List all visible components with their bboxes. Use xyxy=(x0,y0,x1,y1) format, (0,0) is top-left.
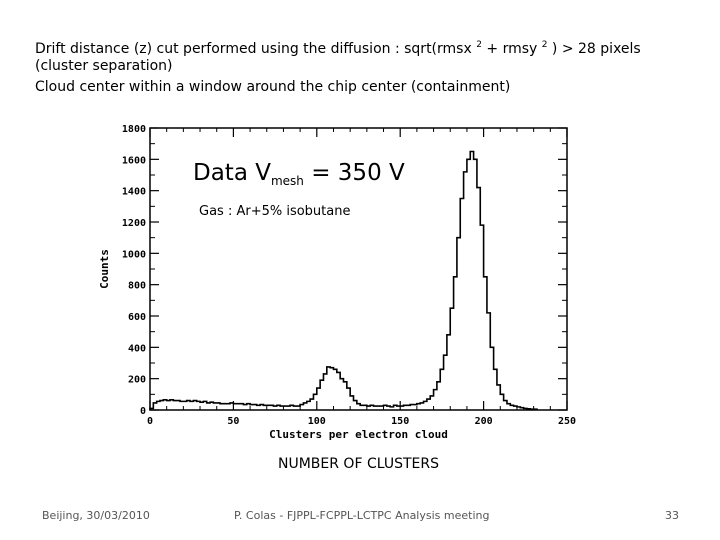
y-tick-label: 200 xyxy=(128,375,146,386)
subtitle-cut-line-3: Cloud center within a window around the … xyxy=(35,79,511,95)
footer-page-number: 33 xyxy=(665,509,679,522)
x-tick-label: 250 xyxy=(558,416,576,427)
y-tick: 1000 xyxy=(122,237,567,260)
x-tick-label: 100 xyxy=(308,416,326,427)
y-tick-label: 1400 xyxy=(122,187,146,198)
subtitle-cut-line-2: (cluster separation) xyxy=(35,58,173,74)
x-tick-label: 0 xyxy=(147,416,153,427)
plot-frame xyxy=(149,127,568,411)
annotation-data-vmesh: Data Vmesh = 350 V xyxy=(193,160,405,188)
footer-presenter-meeting: P. Colas - FJPPL-FCPPL-LCTPC Analysis me… xyxy=(234,509,490,522)
x-tick-label: 150 xyxy=(391,416,409,427)
y-tick-label: 0 xyxy=(140,406,146,417)
y-tick: 600 xyxy=(128,299,567,323)
y-tick: 400 xyxy=(128,331,567,354)
x-tick-label: 50 xyxy=(227,416,239,427)
y-tick: 1600 xyxy=(122,143,567,166)
annotation-gas: Gas : Ar+5% isobutane xyxy=(199,204,351,219)
y-tick-label: 400 xyxy=(128,343,146,354)
x-axis-label: Clusters per electron cloud xyxy=(269,428,448,441)
y-tick-label: 1600 xyxy=(122,155,146,166)
y-tick-label: 1800 xyxy=(122,124,146,135)
x-tick-label: 200 xyxy=(475,416,493,427)
x-caption: NUMBER OF CLUSTERS xyxy=(278,456,439,472)
footer-date-location: Beijing, 30/03/2010 xyxy=(42,509,150,522)
subtitle-cut-line-1: Drift distance (z) cut performed using t… xyxy=(35,40,641,57)
y-tick-label: 600 xyxy=(128,312,146,323)
histogram-chart: 0 200 400 600 800 1000 1200 1400 1600 1800 0 50 100… xyxy=(98,124,576,441)
histogram-series xyxy=(149,150,538,411)
y-tick: 1400 xyxy=(122,174,567,198)
y-tick: 1200 xyxy=(122,205,567,229)
y-tick: 800 xyxy=(128,268,567,292)
y-tick-label: 1200 xyxy=(122,218,146,229)
y-tick: 200 xyxy=(128,362,567,386)
y-tick-label: 800 xyxy=(128,281,146,292)
y-tick-label: 1000 xyxy=(122,249,146,260)
y-axis-label: Counts xyxy=(98,249,111,289)
